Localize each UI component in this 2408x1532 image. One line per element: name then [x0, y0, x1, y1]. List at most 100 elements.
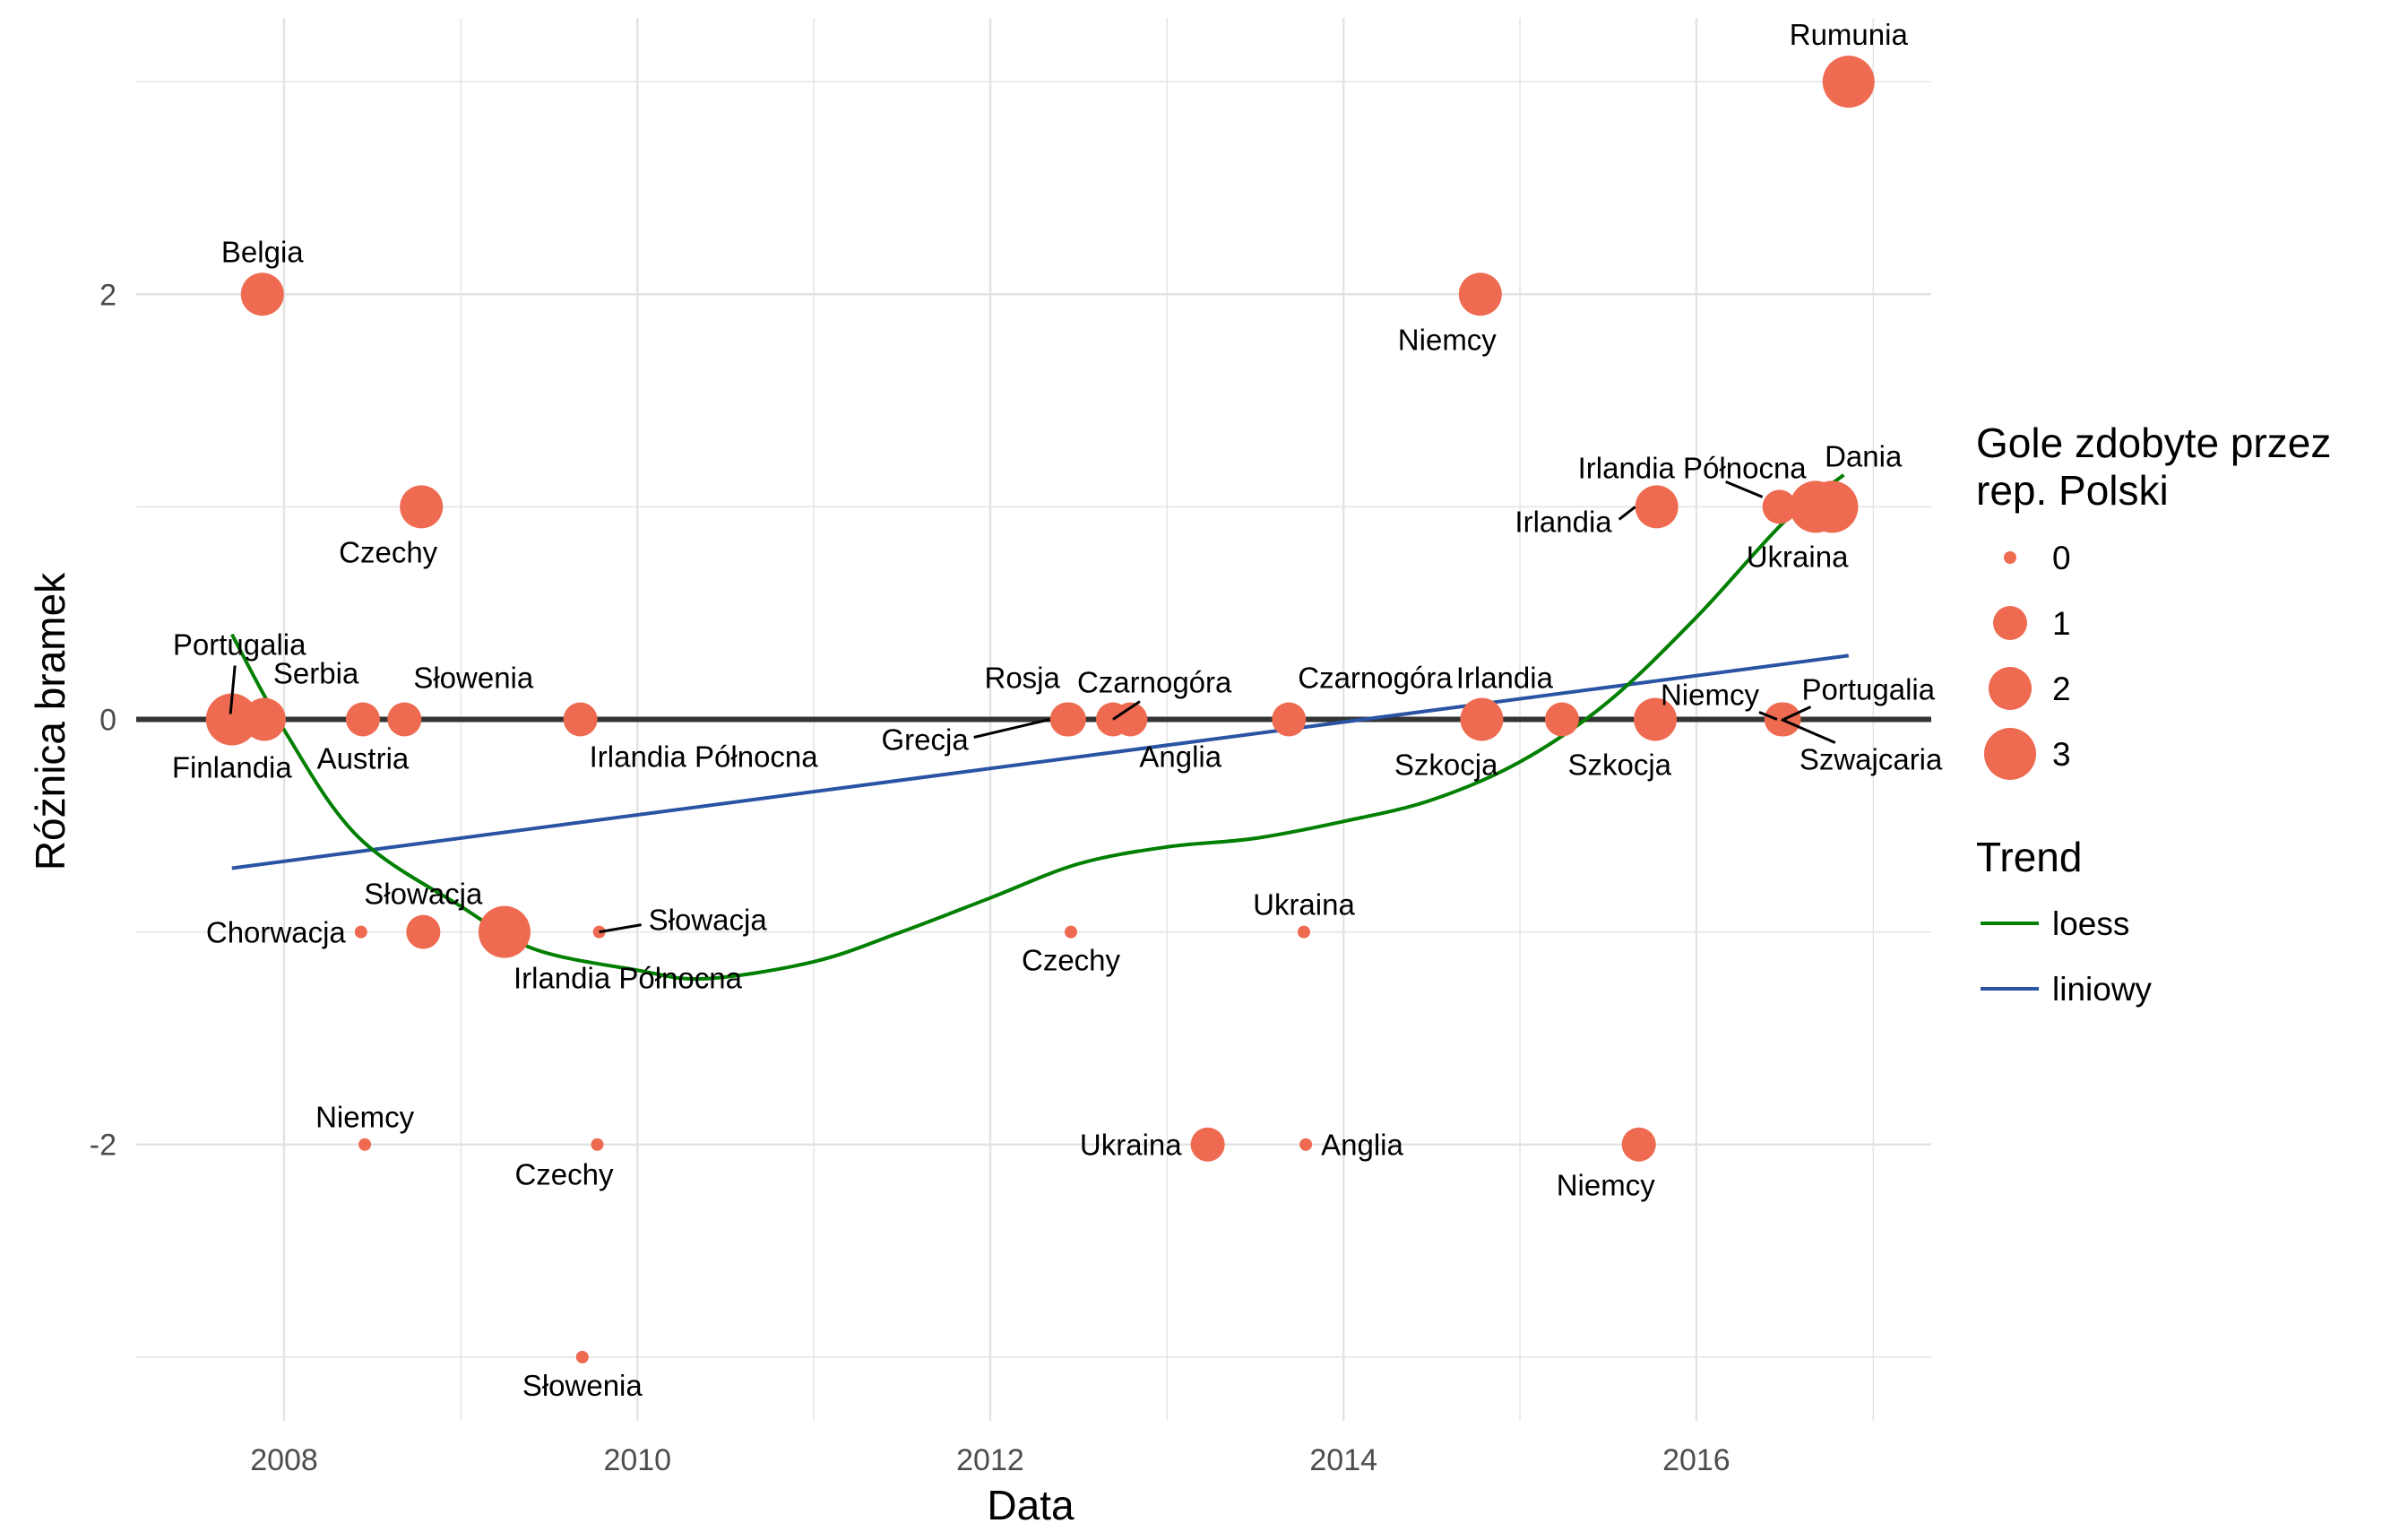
point-label: Niemcy	[1398, 323, 1497, 356]
point-label: Irlandia Północna	[590, 740, 819, 774]
point-label: Słowacja	[364, 878, 483, 911]
legend-size-label: 3	[2052, 736, 2071, 773]
x-axis-title: Data	[987, 1482, 1075, 1528]
point-label: Szkocja	[1394, 749, 1498, 782]
legend-size-swatch	[1993, 606, 2027, 640]
data-point	[478, 905, 531, 958]
legend-trend-label: liniowy	[2052, 971, 2153, 1008]
label-leader-line	[1618, 506, 1636, 521]
point-label: Niemcy	[1557, 1169, 1656, 1202]
point-label: Rumunia	[1790, 18, 1909, 51]
point-label: Finlandia	[172, 751, 293, 784]
x-tick-label: 2014	[1309, 1443, 1377, 1477]
y-tick-label: 0	[99, 704, 117, 738]
data-point	[1297, 925, 1310, 939]
point-label: Belgia	[221, 235, 304, 268]
point-label: Szkocja	[1567, 749, 1671, 782]
data-point	[1051, 702, 1086, 737]
data-point	[575, 1350, 589, 1363]
legend-size-label: 0	[2052, 540, 2071, 576]
data-point	[387, 702, 422, 737]
data-point	[1634, 697, 1678, 741]
data-point	[400, 485, 444, 529]
data-point	[563, 702, 598, 737]
label-leader-line	[1782, 705, 1812, 721]
legend: Gole zdobyte przez rep. Polski 0 1 2 3 Tren…	[1976, 420, 2331, 1008]
data-point	[345, 702, 380, 737]
y-axis-title: Różnica bramek	[27, 572, 73, 870]
label-leader-line	[599, 923, 642, 934]
data-point	[205, 693, 258, 746]
point-label: Irlandia	[1515, 505, 1612, 538]
point-label: Niemcy	[315, 1101, 415, 1134]
point-label: Słowacja	[649, 904, 768, 937]
data-point	[1635, 485, 1679, 529]
point-label: Ukraina	[1253, 888, 1355, 922]
data-point	[1458, 273, 1502, 316]
point-label: Czechy	[339, 535, 438, 568]
point-label: Czarnogóra	[1298, 662, 1453, 695]
point-label: Serbia	[273, 657, 359, 690]
axes: 2008 2010 2012 2014 2016 2 0 -2	[90, 278, 1730, 1477]
data-point	[1460, 697, 1504, 741]
point-label: Irlandia Północna	[1578, 451, 1808, 484]
legend-size-label: 2	[2052, 671, 2071, 707]
point-label: Czechy	[514, 1158, 614, 1191]
data-point	[1806, 480, 1859, 533]
point-label: Chorwacja	[206, 916, 347, 949]
point-label: Czechy	[1022, 944, 1121, 977]
point-label: Austria	[317, 742, 410, 775]
data-point	[240, 273, 284, 316]
point-label: Portugalia	[173, 628, 306, 662]
data-points	[205, 56, 1875, 1363]
y-tick-label: 2	[99, 278, 117, 312]
data-point	[1299, 1138, 1313, 1151]
label-leader-line	[1758, 711, 1778, 721]
x-tick-label: 2008	[250, 1443, 318, 1477]
label-leader-line	[229, 665, 237, 714]
data-point	[358, 1138, 372, 1151]
data-point	[1762, 489, 1797, 524]
point-label: Irlandia Północna	[514, 962, 743, 995]
point-label: Niemcy	[1661, 679, 1760, 712]
label-leader-line	[1112, 700, 1141, 721]
trend-line-loess	[230, 473, 1845, 982]
x-tick-label: 2012	[956, 1443, 1024, 1477]
data-point	[406, 914, 441, 949]
point-label: Portugalia	[1802, 673, 1936, 706]
label-leader-line	[1781, 718, 1836, 744]
legend-size-swatch	[1989, 667, 2032, 710]
legend-trend-items: loess liniowy	[1981, 905, 2153, 1008]
legend-size-swatch	[1984, 728, 2036, 780]
legend-trend-title: Trend	[1976, 834, 2082, 880]
point-label: Anglia	[1321, 1129, 1403, 1162]
legend-size-title-line2: rep. Polski	[1976, 467, 2169, 514]
legend-trend-label: loess	[2052, 905, 2129, 942]
data-point	[1113, 702, 1148, 737]
point-label: Grecja	[882, 723, 970, 757]
data-point	[242, 697, 286, 741]
legend-size-label: 1	[2052, 605, 2071, 642]
point-label: Słowenia	[522, 1369, 643, 1402]
data-point	[354, 925, 367, 939]
label-leader-line	[973, 718, 1051, 739]
legend-size-swatch	[2004, 551, 2016, 564]
data-point	[591, 1138, 604, 1151]
point-label: Irlandia	[1456, 662, 1554, 695]
data-point	[1822, 56, 1875, 108]
x-tick-label: 2010	[603, 1443, 671, 1477]
trend-line-linear	[231, 653, 1850, 870]
legend-size-title-line1: Gole zdobyte przez	[1976, 420, 2331, 466]
data-point	[1065, 925, 1078, 939]
legend-size-items: 0 1 2 3	[1984, 540, 2071, 780]
point-label: Szwajcaria	[1800, 743, 1943, 776]
data-point	[1190, 1127, 1225, 1162]
point-label: Anglia	[1139, 740, 1221, 774]
y-tick-label: -2	[90, 1129, 117, 1163]
point-label: Ukraina	[1080, 1129, 1182, 1162]
data-point	[1544, 702, 1579, 737]
point-label: Ukraina	[1747, 540, 1849, 573]
point-label: Dania	[1825, 439, 1903, 472]
point-label: Rosja	[984, 662, 1060, 695]
